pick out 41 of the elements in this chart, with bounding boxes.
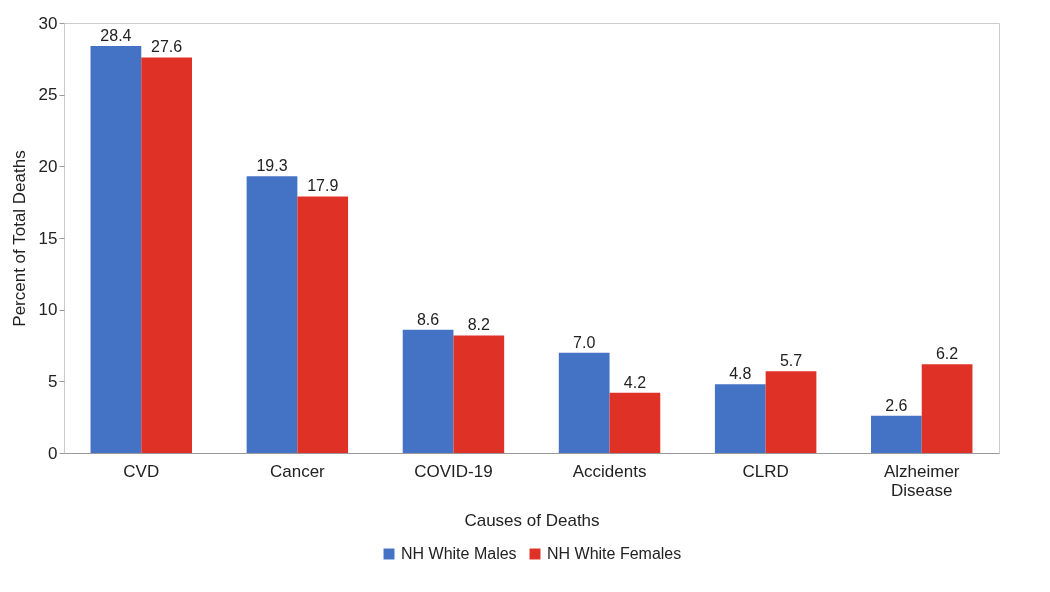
data-label: 7.0 (573, 333, 596, 351)
bar (558, 352, 610, 453)
data-label: 2.6 (885, 396, 908, 414)
bar (297, 196, 349, 453)
y-tick-label: 20 (38, 156, 58, 176)
data-label: 5.7 (779, 352, 803, 370)
x-tick-label: Accidents (572, 461, 647, 481)
data-label: 28.4 (100, 26, 132, 44)
x-axis-title: Causes of Deaths (464, 510, 600, 530)
bar (609, 392, 661, 453)
x-tick-label: CVD (123, 461, 160, 481)
data-label: 8.2 (467, 316, 491, 334)
legend-label: NH White Males (401, 545, 517, 562)
bar (871, 415, 922, 453)
data-label: 4.2 (623, 373, 647, 391)
bar (921, 364, 973, 453)
y-tick-label: 0 (48, 443, 58, 463)
x-tick-label: Alzheimer Disease (883, 461, 960, 500)
legend-label: NH White Females (547, 545, 682, 562)
data-label: 19.3 (256, 157, 288, 175)
data-label: 27.6 (151, 38, 183, 56)
data-label: 6.2 (935, 345, 959, 363)
x-tick-label: Cancer (269, 461, 326, 481)
bar (141, 57, 192, 453)
data-label: 17.9 (307, 177, 339, 195)
bar (402, 329, 454, 453)
bar (246, 176, 298, 453)
data-label: 8.6 (416, 310, 440, 328)
bar (453, 335, 505, 453)
y-tick-label: 25 (38, 85, 58, 105)
bar (765, 371, 817, 453)
y-tick-label: 15 (38, 228, 58, 248)
bar (714, 384, 766, 453)
bar (90, 45, 142, 453)
y-tick-label: 5 (48, 371, 58, 391)
x-tick-label: COVID-19 (414, 461, 493, 481)
x-tick-label: CLRD (742, 461, 789, 481)
y-axis-title: Percent of Total Deaths (9, 150, 29, 327)
data-label: 4.8 (729, 365, 752, 383)
y-tick-label: 10 (38, 300, 58, 320)
y-tick-label: 30 (38, 13, 58, 33)
